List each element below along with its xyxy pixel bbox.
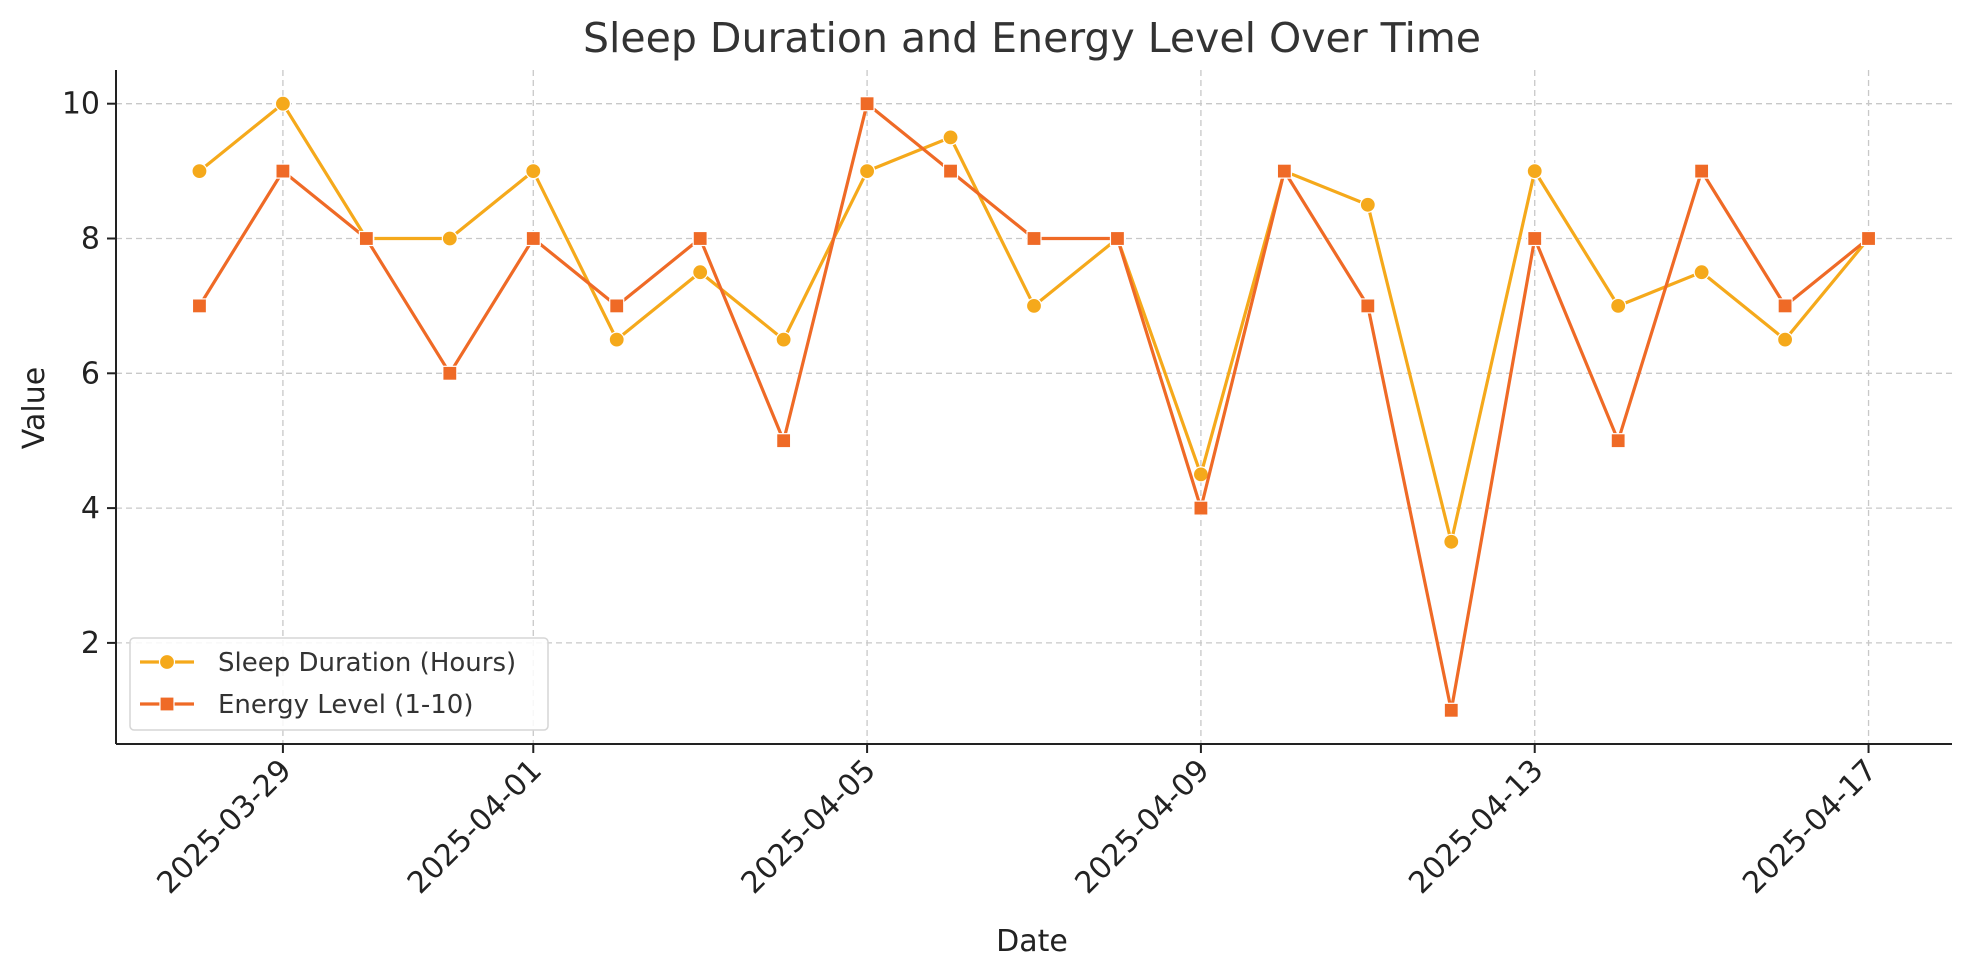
series-line — [198, 100, 1870, 711]
y-axis-label: Value — [17, 367, 52, 449]
data-point-circle — [441, 230, 458, 247]
data-point-circle — [1776, 331, 1794, 348]
data-point-square — [1777, 298, 1793, 314]
legend-entry: Sleep Duration (Hours) — [140, 648, 516, 678]
x-tick-label: 2025-04-01 — [401, 753, 549, 901]
data-point-circle — [608, 331, 625, 348]
data-point-square — [442, 365, 458, 381]
x-tick-label: 2025-04-17 — [1736, 753, 1884, 901]
series-1 — [191, 95, 1877, 550]
data-point-circle — [1526, 163, 1543, 180]
data-point-square — [358, 230, 374, 247]
data-point-square — [609, 298, 625, 314]
y-tick-label: 6 — [81, 356, 100, 391]
series-2 — [191, 96, 1877, 718]
data-point-circle — [858, 163, 876, 180]
y-tick-label: 2 — [81, 626, 100, 661]
data-point-circle — [1693, 264, 1710, 281]
data-point-circle — [775, 331, 792, 348]
data-point-square — [1360, 298, 1376, 314]
x-tick-label: 2025-03-29 — [151, 753, 299, 901]
data-point-square — [692, 230, 708, 247]
data-point-square — [1193, 500, 1209, 516]
x-axis-label: Date — [996, 924, 1068, 959]
data-point-square — [942, 163, 959, 179]
data-point-circle — [1192, 466, 1210, 483]
y-tick-label: 4 — [81, 491, 100, 526]
data-point-circle — [1610, 297, 1627, 314]
legend: Sleep Duration (Hours) Energy Level (1-10… — [129, 637, 549, 731]
legend-marker-circle — [158, 653, 176, 671]
data-point-square — [1610, 433, 1626, 449]
data-point-circle — [1359, 196, 1376, 213]
legend-entry: Energy Level (1-10) — [140, 690, 473, 720]
x-tick-label: 2025-04-09 — [1069, 753, 1217, 901]
chart-title: Sleep Duration and Energy Level Over Tim… — [583, 14, 1481, 62]
y-tick-label: 10 — [62, 87, 100, 122]
series-line — [198, 101, 1870, 543]
data-point-square — [1276, 163, 1292, 179]
data-point-square — [1443, 702, 1459, 718]
data-point-circle — [1443, 533, 1460, 550]
data-point-square — [1527, 230, 1543, 247]
data-point-circle — [525, 163, 542, 180]
data-point-circle — [274, 95, 292, 112]
x-tick-label: 2025-04-13 — [1402, 753, 1550, 901]
data-point-circle — [942, 129, 959, 146]
data-point-square — [1694, 163, 1710, 179]
data-point-circle — [1025, 297, 1043, 314]
data-point-circle — [692, 264, 709, 281]
legend-box — [129, 637, 549, 731]
y-tick-label: 8 — [81, 222, 100, 257]
data-point-square — [191, 298, 208, 314]
legend-label: Sleep Duration (Hours) — [218, 648, 516, 678]
data-point-square — [275, 163, 291, 179]
data-point-circle — [191, 163, 208, 180]
data-point-square — [525, 230, 541, 247]
data-point-square — [1026, 230, 1042, 247]
data-point-square — [776, 433, 792, 449]
axes: 2 4 6 8 10 2025-03-29 2025-04-01 2025-04-05 2025… — [62, 70, 1952, 901]
data-point-square — [859, 96, 875, 112]
legend-label: Energy Level (1-10) — [218, 690, 473, 720]
legend-marker-square — [159, 696, 175, 712]
series — [191, 95, 1877, 718]
data-point-square — [1109, 230, 1126, 247]
x-tick-label: 2025-04-05 — [735, 753, 883, 901]
data-point-square — [1860, 230, 1877, 247]
